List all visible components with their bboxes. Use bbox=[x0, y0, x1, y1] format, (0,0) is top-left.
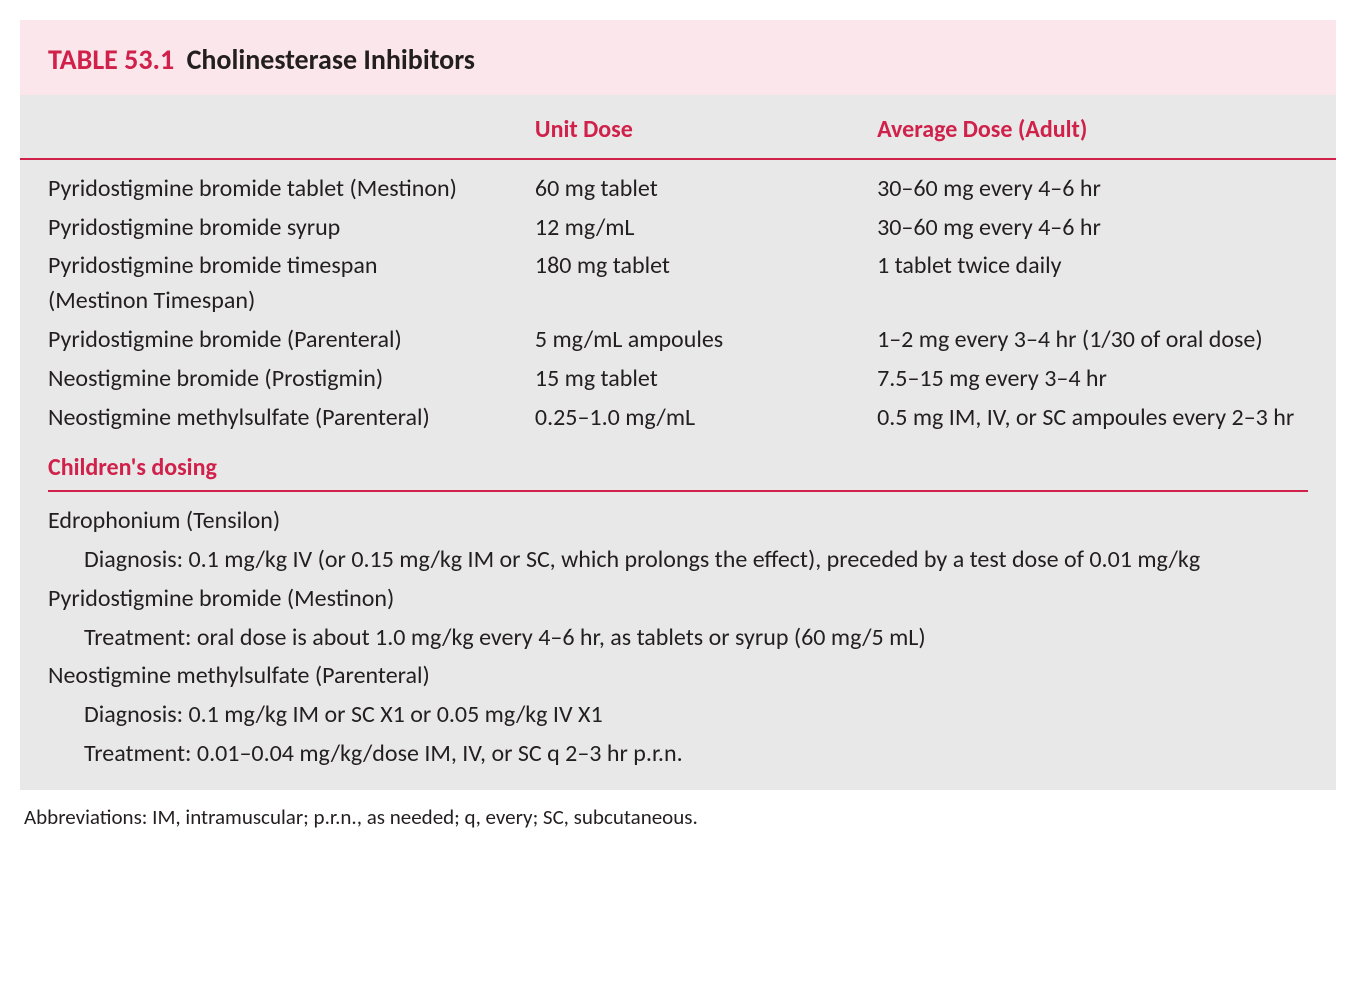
abbreviations-footnote: Abbreviations: IM, intramuscular; p.r.n.… bbox=[20, 790, 1336, 830]
drug-name: Pyridostigmine bromide tablet (Mestinon) bbox=[20, 159, 507, 209]
header-row: Unit Dose Average Dose (Adult) bbox=[20, 95, 1336, 159]
children-line: Edrophonium (Tensilon) bbox=[20, 492, 1336, 541]
unit-dose: 60 mg tablet bbox=[507, 159, 849, 209]
drug-name: Pyridostigmine bromide timespan (Mestino… bbox=[20, 247, 507, 321]
table-row: Neostigmine bromide (Prostigmin)15 mg ta… bbox=[20, 360, 1336, 399]
table-number: TABLE 53.1 bbox=[48, 42, 174, 77]
children-line: Treatment: oral dose is about 1.0 mg/kg … bbox=[20, 619, 1336, 658]
table-row: Neostigmine methylsulfate (Parenteral)0.… bbox=[20, 399, 1336, 438]
dose-table: Unit Dose Average Dose (Adult) Pyridosti… bbox=[20, 95, 1336, 790]
children-drug: Pyridostigmine bromide (Mestinon) bbox=[20, 580, 1336, 619]
children-detail: Diagnosis: 0.1 mg/kg IV (or 0.15 mg/kg I… bbox=[20, 541, 1336, 580]
drug-name: Neostigmine methylsulfate (Parenteral) bbox=[20, 399, 507, 438]
table-title-text: Cholinesterase Inhibitors bbox=[187, 42, 475, 77]
unit-dose: 180 mg tablet bbox=[507, 247, 849, 321]
unit-dose: 12 mg/mL bbox=[507, 209, 849, 248]
children-drug: Neostigmine methylsulfate (Parenteral) bbox=[20, 657, 1336, 696]
table-row: Pyridostigmine bromide tablet (Mestinon)… bbox=[20, 159, 1336, 209]
children-line: Treatment: 0.01–0.04 mg/kg/dose IM, IV, … bbox=[20, 735, 1336, 790]
unit-dose: 5 mg/mL ampoules bbox=[507, 321, 849, 360]
children-line: Neostigmine methylsulfate (Parenteral) bbox=[20, 657, 1336, 696]
medical-table: TABLE 53.1 Cholinesterase Inhibitors Uni… bbox=[20, 20, 1336, 790]
average-dose: 0.5 mg IM, IV, or SC ampoules every 2–3 … bbox=[849, 399, 1336, 438]
average-dose: 30–60 mg every 4–6 hr bbox=[849, 209, 1336, 248]
average-dose: 30–60 mg every 4–6 hr bbox=[849, 159, 1336, 209]
table-row: Pyridostigmine bromide syrup12 mg/mL30–6… bbox=[20, 209, 1336, 248]
children-line: Diagnosis: 0.1 mg/kg IM or SC X1 or 0.05… bbox=[20, 696, 1336, 735]
unit-dose: 0.25–1.0 mg/mL bbox=[507, 399, 849, 438]
average-dose: 1 tablet twice daily bbox=[849, 247, 1336, 321]
children-dosing-header: Children's dosing bbox=[20, 437, 1336, 490]
drug-name: Neostigmine bromide (Prostigmin) bbox=[20, 360, 507, 399]
table-title: TABLE 53.1 Cholinesterase Inhibitors bbox=[20, 20, 1336, 95]
col-header-drug bbox=[20, 95, 507, 159]
children-line: Diagnosis: 0.1 mg/kg IV (or 0.15 mg/kg I… bbox=[20, 541, 1336, 580]
col-header-unit: Unit Dose bbox=[507, 95, 849, 159]
table-row: Pyridostigmine bromide (Parenteral)5 mg/… bbox=[20, 321, 1336, 360]
col-header-avg: Average Dose (Adult) bbox=[849, 95, 1336, 159]
drug-name: Pyridostigmine bromide (Parenteral) bbox=[20, 321, 507, 360]
children-detail: Diagnosis: 0.1 mg/kg IM or SC X1 or 0.05… bbox=[20, 696, 1336, 735]
children-line: Pyridostigmine bromide (Mestinon) bbox=[20, 580, 1336, 619]
children-detail: Treatment: oral dose is about 1.0 mg/kg … bbox=[20, 619, 1336, 658]
drug-name: Pyridostigmine bromide syrup bbox=[20, 209, 507, 248]
unit-dose: 15 mg tablet bbox=[507, 360, 849, 399]
average-dose: 1–2 mg every 3–4 hr (1/30 of oral dose) bbox=[849, 321, 1336, 360]
children-drug: Edrophonium (Tensilon) bbox=[20, 492, 1336, 541]
children-detail: Treatment: 0.01–0.04 mg/kg/dose IM, IV, … bbox=[20, 735, 1336, 790]
table-row: Pyridostigmine bromide timespan (Mestino… bbox=[20, 247, 1336, 321]
average-dose: 7.5–15 mg every 3–4 hr bbox=[849, 360, 1336, 399]
